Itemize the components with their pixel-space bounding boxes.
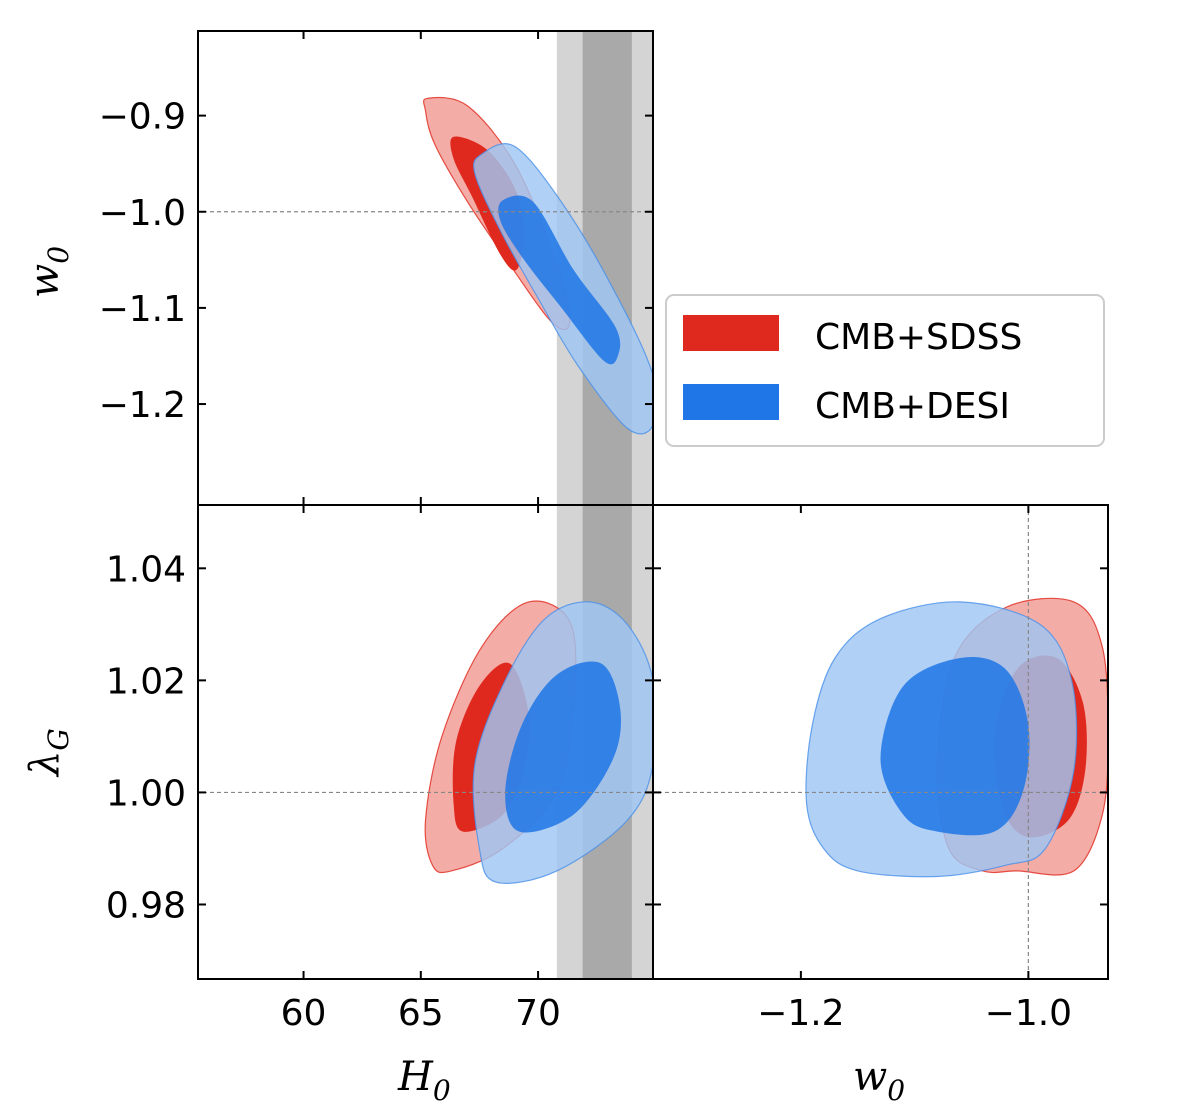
y-tick-label: −1.1 bbox=[99, 289, 186, 330]
x-tick-label: −1.2 bbox=[757, 993, 844, 1034]
contour-desi-inner bbox=[505, 661, 621, 833]
y-tick-label: 1.00 bbox=[106, 773, 186, 814]
y-tick-label: −1.0 bbox=[99, 193, 186, 234]
contour-desi-inner bbox=[880, 656, 1030, 836]
x-tick-label: −1.0 bbox=[985, 993, 1072, 1034]
contour-desi-inner bbox=[498, 195, 621, 365]
legend-swatch-desi bbox=[683, 384, 779, 420]
x-axis-label-h0: H0 bbox=[397, 1054, 451, 1107]
x-tick-label: 60 bbox=[281, 993, 327, 1034]
legend-label-sdss: CMB+SDSS bbox=[815, 317, 1022, 358]
y-tick-label: 1.04 bbox=[106, 549, 186, 590]
x-tick-label: 65 bbox=[398, 993, 444, 1034]
y-tick-label: 1.02 bbox=[106, 661, 186, 702]
panel-frames bbox=[197, 30, 1109, 980]
y-axis-label-lambda: λG bbox=[22, 728, 75, 778]
legend-swatch-sdss bbox=[683, 315, 779, 351]
y-tick-label: 0.98 bbox=[106, 885, 186, 926]
legend: CMB+SDSS CMB+DESI bbox=[665, 294, 1105, 447]
axis-ticks: 60 65 70 −1.2 −1.0 −0.9 −1.0 −1.1 −1.2 1.04 1.02 1.… bbox=[99, 31, 1108, 1034]
y-tick-label: −1.2 bbox=[99, 385, 186, 426]
x-tick-label: 70 bbox=[515, 993, 561, 1034]
x-axis-label-w0: w0 bbox=[853, 1054, 905, 1107]
panel-frame bbox=[652, 504, 1109, 980]
y-tick-label: −0.9 bbox=[99, 97, 186, 138]
legend-label-desi: CMB+DESI bbox=[815, 386, 1010, 427]
y-axis-label-w0: w0 bbox=[22, 246, 75, 298]
